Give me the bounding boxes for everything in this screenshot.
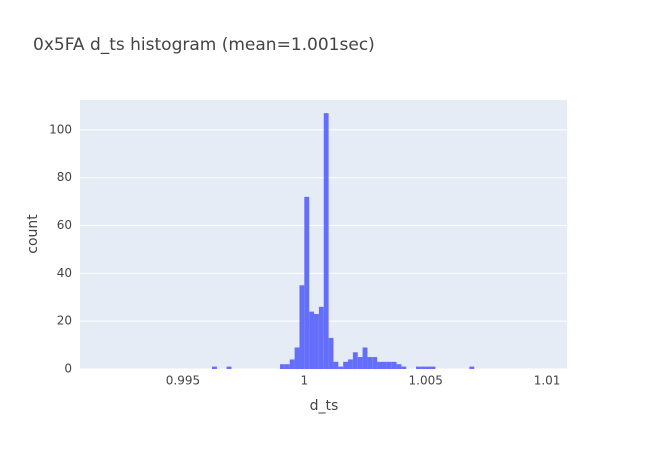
bar (386, 361, 392, 369)
bar (338, 366, 344, 369)
bar (226, 366, 232, 369)
bar (299, 285, 305, 369)
x-tick-label: 0.995 (166, 374, 200, 388)
x-axis-title: d_ts (310, 398, 339, 414)
x-tick-label: 1.01 (534, 374, 561, 388)
bar (425, 366, 431, 369)
x-tick-label: 1 (301, 374, 309, 388)
bar (377, 361, 383, 369)
bar (420, 366, 426, 369)
bar (309, 311, 315, 369)
y-tick-label: 0 (64, 362, 72, 376)
bar (396, 364, 402, 369)
bar (362, 347, 368, 369)
y-axis-title: count (25, 214, 41, 254)
bar (343, 361, 349, 369)
bar (323, 113, 329, 369)
bar (284, 364, 290, 369)
bar (280, 364, 285, 369)
bar (314, 314, 319, 369)
bar (304, 196, 310, 369)
bar (357, 357, 363, 369)
bar (352, 352, 358, 369)
y-tick-label: 100 (49, 122, 72, 136)
y-tick-label: 20 (57, 314, 72, 328)
bar (328, 337, 334, 369)
bar (294, 347, 300, 369)
y-tick-label: 40 (57, 266, 72, 280)
bar (401, 366, 407, 369)
y-tick-label: 60 (57, 218, 72, 232)
bar (382, 361, 387, 369)
bar (289, 359, 295, 369)
bar (430, 366, 436, 369)
bar (415, 366, 421, 369)
x-tick-label: 1.005 (409, 374, 443, 388)
bar (391, 361, 397, 369)
bar (318, 306, 324, 369)
bar (348, 359, 353, 369)
bar (469, 366, 475, 369)
bar (333, 361, 339, 369)
bar (372, 357, 378, 369)
y-tick-label: 80 (57, 170, 72, 184)
chart-title: 0x5FA d_ts histogram (mean=1.001sec) (33, 35, 375, 55)
bar (367, 357, 373, 369)
bar (212, 366, 217, 369)
